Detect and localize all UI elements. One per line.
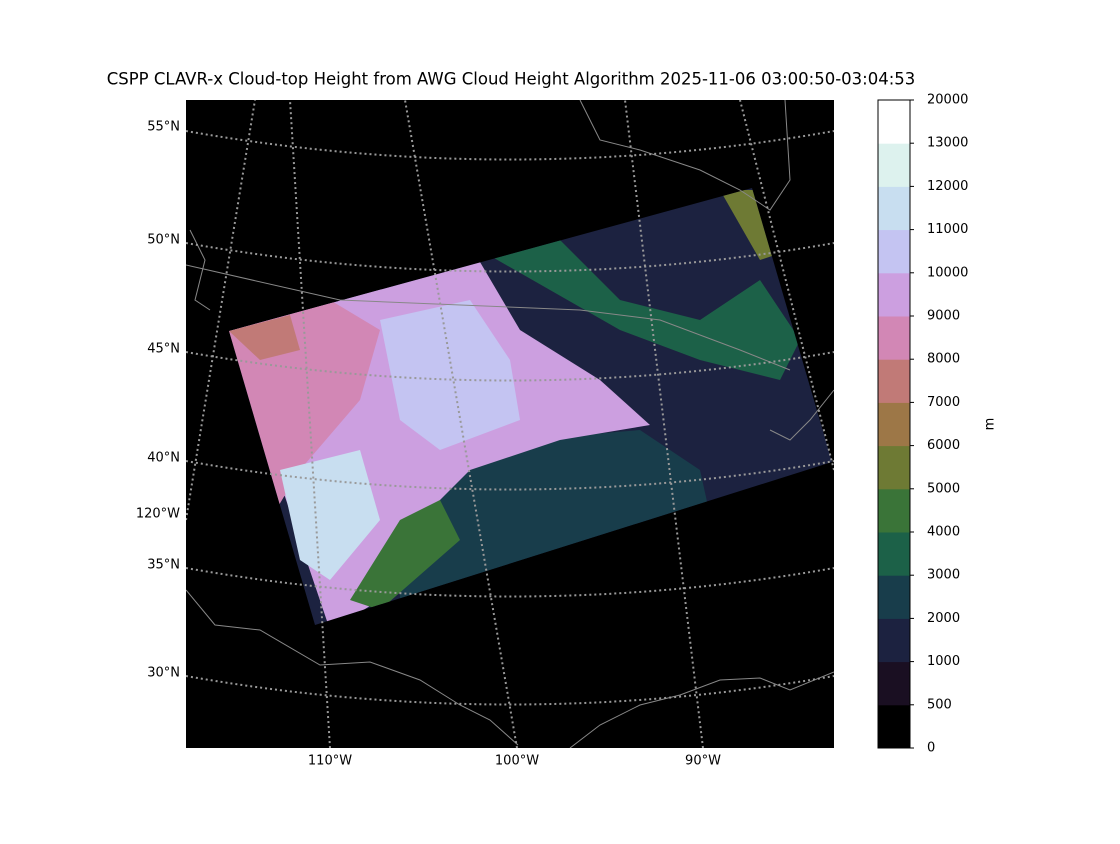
colorbar-label: m (983, 418, 998, 431)
lat-label: 50°N (147, 233, 180, 248)
coastline (769, 389, 834, 441)
colorbar-tick-label: 12000 (927, 179, 968, 194)
colorbar-segment (878, 704, 910, 749)
colorbar-tick-label: 9000 (927, 309, 960, 324)
parallel (186, 130, 834, 161)
lat-label: 40°N (147, 451, 180, 466)
parallel (186, 460, 834, 491)
coastline (579, 100, 791, 211)
meridian (624, 100, 704, 748)
border (186, 264, 791, 371)
colorbar-tick-label: 8000 (927, 352, 960, 367)
parallel (186, 242, 834, 273)
map-title: CSPP CLAVR-x Cloud-top Height from AWG C… (107, 70, 916, 89)
map-lines (186, 100, 834, 748)
colorbar-tick-label: 500 (927, 697, 952, 712)
meridian (186, 100, 256, 521)
lon-label: 100°W (495, 754, 539, 769)
lat-label: 45°N (147, 342, 180, 357)
cloud-region (380, 300, 520, 450)
meridian (289, 100, 331, 748)
lat-label: 30°N (147, 666, 180, 681)
colorbar-tick-label: 13000 (927, 136, 968, 151)
parallel (186, 567, 834, 598)
colorbar-tick-label: 11000 (927, 222, 968, 237)
lat-label: 35°N (147, 558, 180, 573)
cloud-region (480, 240, 800, 380)
colorbar-tick-label: 0 (927, 741, 935, 756)
colorbar-tick-label: 6000 (927, 438, 960, 453)
colorbar-tick-label: 1000 (927, 654, 960, 669)
colorbar-tick-label: 4000 (927, 525, 960, 540)
colorbar-segment (878, 359, 910, 403)
cloud-region (350, 500, 460, 610)
lon-label: 110°W (308, 754, 352, 769)
border (186, 589, 519, 746)
colorbar-segment (878, 445, 910, 490)
lon-label: 90°W (685, 754, 721, 769)
colorbar-segment (878, 618, 910, 663)
colorbar-segment (878, 229, 910, 274)
colorbar-segment (878, 100, 910, 144)
colorbar-segment (878, 143, 910, 187)
colorbar-tick-label: 20000 (927, 93, 968, 108)
lon-label: 120°W (136, 507, 180, 522)
lat-label: 55°N (147, 120, 180, 135)
colorbar: 0 500 1000 2000 3000 4000 5000 6000 7000 8000 9000… (878, 93, 968, 756)
colorbar-segment (878, 316, 910, 360)
cloud-region (229, 315, 300, 360)
colorbar-segment (878, 661, 910, 706)
colorbar-tick-label: 2000 (927, 611, 960, 626)
colorbar-segment (878, 402, 910, 447)
parallel (186, 351, 834, 382)
meridian (739, 100, 834, 471)
colorbar-tick-label: 7000 (927, 395, 960, 410)
colorbar-segment (878, 532, 910, 576)
colorbar-tick-label: 5000 (927, 481, 960, 496)
colorbar-segment (878, 272, 910, 317)
colorbar-tick-label: 10000 (927, 265, 968, 280)
colorbar-frame (877, 99, 911, 749)
coastline (569, 671, 834, 748)
colorbar-segment (878, 186, 910, 231)
colorbar-segment (878, 575, 910, 619)
colorbar-tick-label: 3000 (927, 568, 960, 583)
colorbar-segment (878, 488, 910, 533)
parallel (186, 675, 834, 706)
